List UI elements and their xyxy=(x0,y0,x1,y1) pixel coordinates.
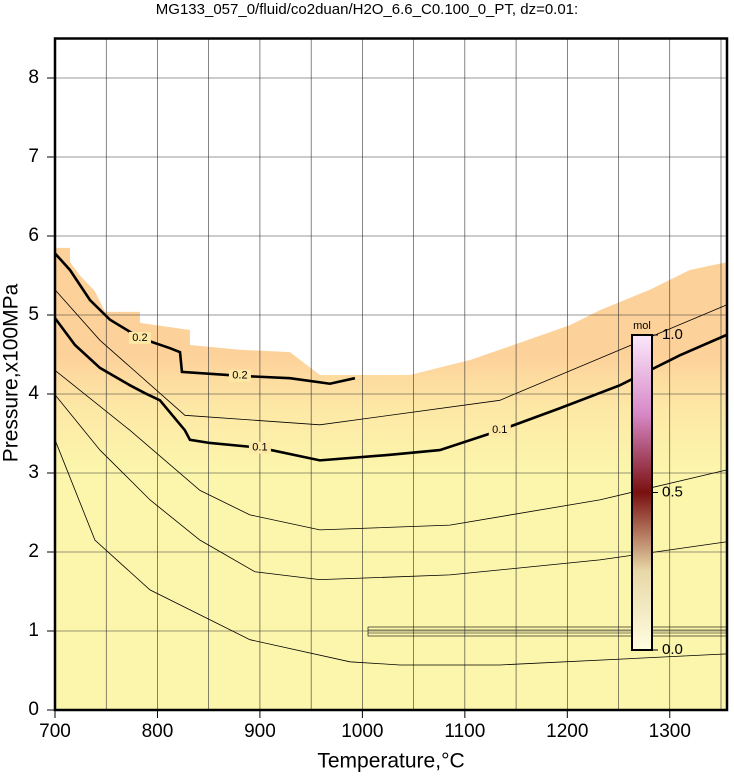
contour-label: 0.2 xyxy=(232,370,247,382)
contour-label-bg xyxy=(488,424,511,437)
y-tick-label: 3 xyxy=(28,462,39,483)
contour-label-bg xyxy=(128,331,151,344)
contour-label-bg xyxy=(228,369,251,382)
y-tick-label: 8 xyxy=(28,67,39,88)
x-tick-label: 1100 xyxy=(444,721,485,742)
plot-frame xyxy=(53,37,729,712)
contour-label: 0.1 xyxy=(252,442,267,454)
x-tick-label: 900 xyxy=(244,721,276,742)
x-tick-label: 1000 xyxy=(341,721,383,742)
y-axis-label: Pressure,x100MPa xyxy=(0,283,23,462)
y-tick-label: 1 xyxy=(28,620,39,641)
contour-label: 0.1 xyxy=(492,424,507,436)
y-tick-label: 6 xyxy=(28,225,39,246)
contour-line xyxy=(54,394,728,581)
x-tick-label: 1300 xyxy=(649,721,691,742)
x-tick-label: 1200 xyxy=(546,721,588,742)
y-tick-label: 0 xyxy=(28,699,39,720)
colorbar-label: mol xyxy=(633,320,651,332)
chart-title: MG133_057_0/fluid/co2duan/H2O_6.6_C0.100… xyxy=(156,1,578,18)
colorbar-tick-label: 1.0 xyxy=(662,326,683,343)
y-tick-label: 4 xyxy=(28,383,39,404)
y-tick-label: 2 xyxy=(28,541,39,562)
x-axis-label: Temperature,°C xyxy=(317,750,464,773)
contour-label: 0.2 xyxy=(132,332,147,344)
colorbar-tick-label: 0.5 xyxy=(662,483,683,500)
x-tick-label: 800 xyxy=(142,721,174,742)
contour-label-bg xyxy=(248,441,271,454)
contour-line xyxy=(54,369,728,531)
y-tick-label: 5 xyxy=(28,304,39,325)
y-tick-label: 7 xyxy=(28,146,39,167)
contour-line xyxy=(54,289,728,426)
contour-line xyxy=(54,252,356,386)
x-tick-label: 700 xyxy=(39,721,71,742)
colorbar xyxy=(631,334,653,651)
stable-field xyxy=(55,247,727,710)
contour-line xyxy=(54,439,728,666)
colorbar-tick-label: 0.0 xyxy=(662,641,683,658)
contour-line xyxy=(53,317,728,462)
